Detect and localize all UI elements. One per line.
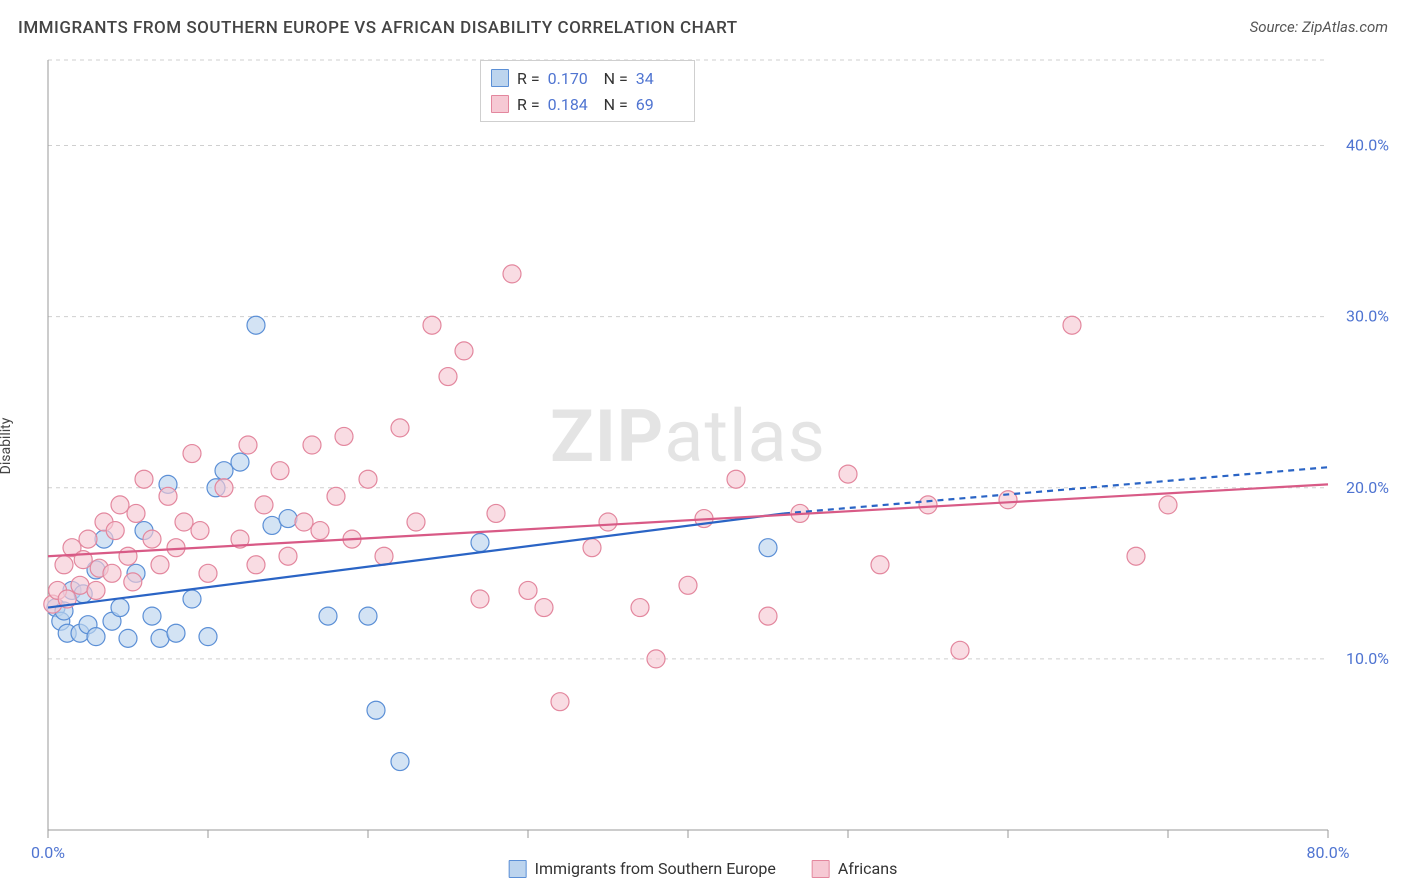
r-value: 0.184 [548, 95, 596, 114]
n-label: N = [604, 95, 628, 114]
series-legend-label: Africans [838, 859, 897, 878]
legend-swatch [812, 860, 830, 878]
source-prefix: Source: [1250, 18, 1302, 36]
stats-legend-row: R = 0.170 N = 34 [491, 65, 684, 91]
r-value: 0.170 [548, 69, 596, 88]
plot-svg: 0.0%80.0%10.0%20.0%30.0%40.0% [48, 60, 1328, 830]
stats-legend-row: R = 0.184 N = 69 [491, 91, 684, 117]
svg-text:0.0%: 0.0% [31, 843, 65, 862]
n-label: N = [604, 69, 628, 88]
y-axis-label: Disability [0, 418, 14, 475]
stats-legend: R = 0.170 N = 34 R = 0.184 N = 69 [480, 60, 695, 122]
svg-text:20.0%: 20.0% [1346, 478, 1389, 497]
svg-text:10.0%: 10.0% [1346, 649, 1389, 668]
r-label: R = [517, 95, 540, 114]
svg-text:80.0%: 80.0% [1307, 843, 1350, 862]
chart-title: IMMIGRANTS FROM SOUTHERN EUROPE VS AFRIC… [18, 18, 738, 38]
series-legend-label: Immigrants from Southern Europe [535, 859, 776, 878]
legend-swatch [509, 860, 527, 878]
legend-swatch [491, 69, 509, 87]
series-legend-item: Immigrants from Southern Europe [509, 859, 776, 878]
chart-header: IMMIGRANTS FROM SOUTHERN EUROPE VS AFRIC… [18, 18, 1388, 38]
scatter-plot: 0.0%80.0%10.0%20.0%30.0%40.0% ZIPatlas [48, 60, 1328, 830]
n-value: 34 [636, 69, 684, 88]
n-value: 69 [636, 95, 684, 114]
series-legend: Immigrants from Southern Europe Africans [509, 859, 898, 878]
series-legend-item: Africans [812, 859, 897, 878]
chart-source: Source: ZipAtlas.com [1250, 18, 1388, 36]
svg-text:40.0%: 40.0% [1346, 136, 1389, 155]
legend-swatch [491, 95, 509, 113]
r-label: R = [517, 69, 540, 88]
source-name: ZipAtlas.com [1302, 18, 1388, 36]
svg-text:30.0%: 30.0% [1346, 307, 1389, 326]
